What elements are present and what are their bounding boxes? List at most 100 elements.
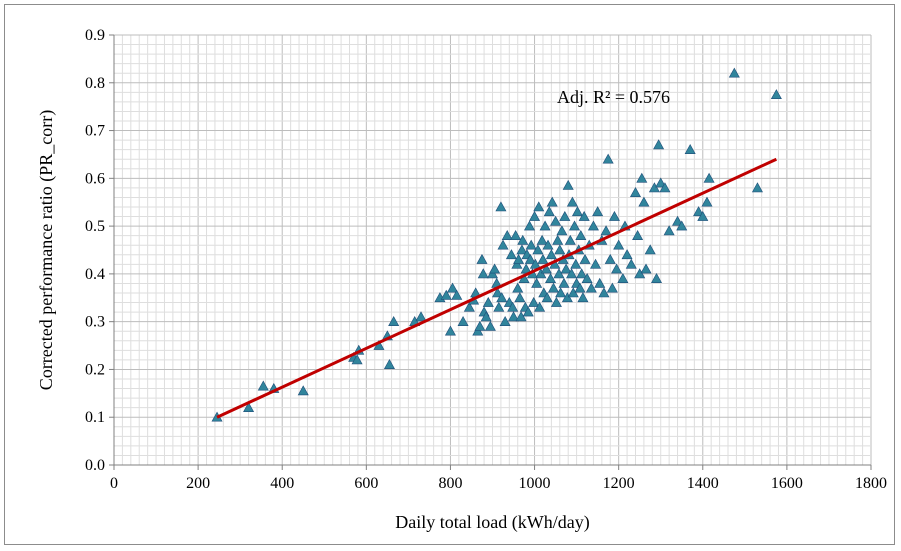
data-point bbox=[556, 225, 568, 236]
data-point bbox=[480, 311, 492, 322]
data-point bbox=[550, 296, 562, 307]
data-point bbox=[559, 210, 571, 221]
data-point bbox=[577, 292, 589, 303]
x-tick-label: 1400 bbox=[687, 475, 719, 492]
data-point bbox=[564, 234, 576, 245]
y-tick-label: 0.8 bbox=[85, 75, 105, 92]
r-squared-annotation: Adj. R² = 0.576 bbox=[557, 87, 670, 107]
grid bbox=[113, 34, 872, 466]
data-point bbox=[590, 258, 602, 269]
data-point bbox=[581, 273, 593, 283]
data-point bbox=[447, 282, 459, 293]
data-point bbox=[587, 220, 599, 231]
data-point bbox=[574, 282, 586, 293]
x-tick-label: 0 bbox=[110, 475, 118, 492]
data-point bbox=[508, 311, 520, 322]
data-point bbox=[629, 187, 641, 197]
data-point bbox=[576, 268, 588, 279]
y-tick-labels: 0.0 0.1 0.2 0.3 0.4 0.5 0.6 0.7 0.8 0.9 bbox=[85, 27, 105, 474]
data-point bbox=[444, 325, 456, 336]
data-point bbox=[663, 225, 675, 236]
data-point bbox=[501, 230, 513, 240]
data-point bbox=[651, 273, 663, 283]
data-point bbox=[474, 320, 486, 331]
data-point bbox=[539, 220, 551, 231]
data-point bbox=[562, 179, 574, 190]
data-point bbox=[495, 201, 507, 212]
data-point bbox=[568, 220, 581, 231]
data-point bbox=[388, 316, 400, 326]
data-point bbox=[566, 268, 578, 279]
data-point bbox=[532, 244, 544, 255]
data-point bbox=[507, 301, 519, 312]
data-point bbox=[517, 234, 529, 245]
x-tick-labels: 0 200 400 600 800 1000 1200 1400 1600 1800 bbox=[110, 475, 887, 492]
y-tick-label: 0.3 bbox=[85, 314, 105, 331]
data-point bbox=[533, 201, 545, 212]
data-point bbox=[297, 385, 309, 396]
data-point bbox=[451, 289, 463, 300]
data-point bbox=[701, 196, 713, 207]
data-point bbox=[482, 296, 494, 307]
data-point bbox=[492, 287, 504, 298]
data-point bbox=[770, 89, 782, 100]
data-point bbox=[640, 263, 652, 274]
data-point bbox=[594, 277, 606, 288]
data-point bbox=[529, 210, 541, 221]
data-point bbox=[703, 172, 715, 183]
data-point bbox=[528, 296, 540, 307]
data-point bbox=[476, 253, 488, 264]
data-point bbox=[751, 182, 763, 193]
data-point bbox=[523, 220, 536, 231]
data-point bbox=[543, 206, 555, 217]
data-point bbox=[552, 234, 564, 245]
data-point bbox=[608, 210, 620, 221]
data-point bbox=[728, 67, 740, 78]
data-point bbox=[496, 292, 508, 303]
data-point bbox=[463, 301, 475, 312]
data-point bbox=[546, 196, 558, 207]
data-point bbox=[497, 239, 509, 250]
chart-frame bbox=[4, 4, 895, 545]
data-point bbox=[693, 206, 705, 217]
data-point bbox=[554, 244, 566, 255]
data-point bbox=[522, 306, 534, 317]
data-point bbox=[547, 282, 559, 293]
data-point bbox=[638, 196, 650, 207]
x-tick-label: 1000 bbox=[519, 475, 551, 492]
data-point bbox=[560, 263, 572, 274]
data-point bbox=[672, 215, 684, 226]
y-tick-label: 0.0 bbox=[85, 457, 105, 474]
data-point bbox=[644, 244, 656, 255]
data-point bbox=[676, 220, 688, 231]
data-point bbox=[545, 273, 557, 283]
x-tick-label: 1600 bbox=[771, 475, 803, 492]
data-point bbox=[505, 249, 517, 260]
data-point bbox=[383, 359, 395, 369]
data-point bbox=[525, 239, 537, 250]
data-point bbox=[514, 292, 526, 303]
data-point bbox=[617, 273, 629, 283]
data-point bbox=[510, 230, 522, 240]
x-tick-label: 600 bbox=[354, 475, 378, 492]
data-point bbox=[489, 263, 501, 274]
x-tick-label: 800 bbox=[438, 475, 462, 492]
data-point bbox=[655, 177, 667, 188]
data-point bbox=[585, 282, 597, 293]
data-point bbox=[558, 277, 570, 288]
data-point bbox=[537, 253, 549, 264]
data-point bbox=[545, 249, 557, 260]
data-point bbox=[579, 253, 591, 264]
y-tick-label: 0.2 bbox=[85, 361, 105, 378]
data-point bbox=[493, 301, 505, 312]
data-point bbox=[684, 144, 696, 154]
y-axis-title: Corrected performance ratio (PR_corr) bbox=[36, 110, 57, 390]
data-point bbox=[598, 287, 610, 298]
data-point bbox=[541, 292, 553, 303]
data-point bbox=[602, 153, 614, 164]
data-point bbox=[512, 282, 524, 293]
data-point bbox=[653, 139, 665, 150]
data-point bbox=[659, 182, 671, 193]
x-axis-title: Daily total load (kWh/day) bbox=[395, 512, 589, 533]
